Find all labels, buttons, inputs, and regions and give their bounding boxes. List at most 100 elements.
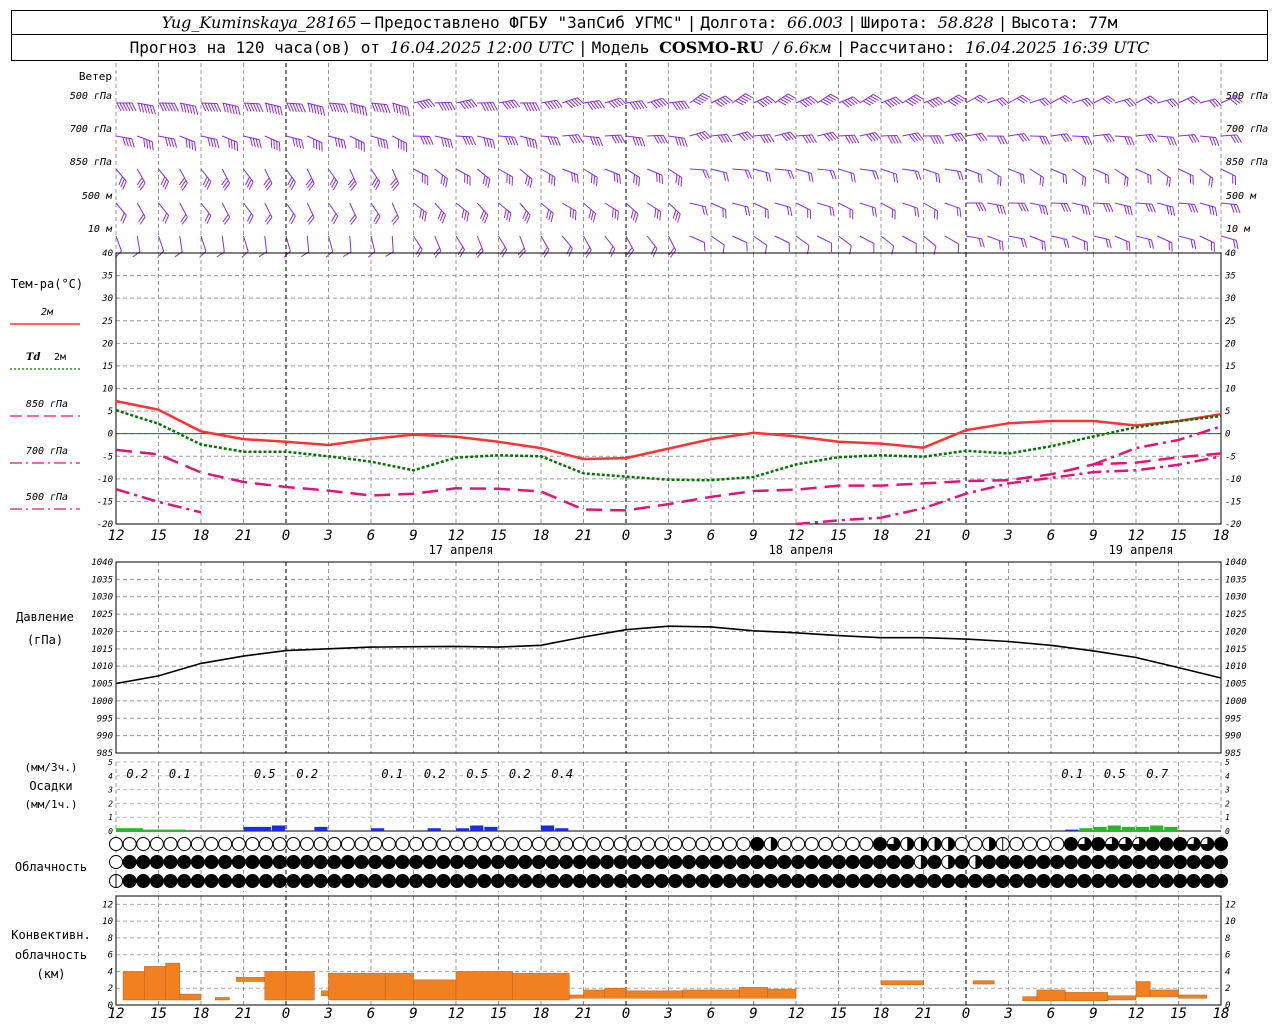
cloud-fill: [273, 874, 287, 888]
barb-feather: [534, 139, 538, 149]
wind-barb: [902, 235, 917, 253]
barb-feather: [401, 105, 404, 115]
cloud-symbol: [627, 874, 642, 888]
barb-feather: [118, 176, 123, 186]
cloud-symbol: [832, 837, 847, 851]
wind-barb: [774, 131, 797, 142]
precip-bar: [116, 828, 144, 831]
barb-feather: [565, 101, 573, 109]
cloud-fill: [368, 855, 382, 869]
cloud-fill: [586, 855, 600, 869]
barb-feather: [1166, 99, 1174, 108]
barb-feather: [550, 213, 554, 223]
x-tick-label: 12: [108, 528, 125, 544]
cloud-symbol: [627, 855, 642, 869]
barb-staff: [838, 235, 852, 247]
barb-feather: [910, 97, 919, 103]
barb-staff: [795, 202, 811, 211]
barb-feather: [332, 215, 339, 225]
calc-time: 16.04.2025 16:39 UTC: [965, 37, 1150, 57]
barb-feather: [975, 202, 981, 212]
x-tick-label: 21: [575, 528, 592, 544]
barb-staff: [668, 168, 683, 179]
barb-feather: [178, 177, 185, 186]
cloud-circle: [531, 837, 546, 851]
barb-feather: [350, 103, 353, 113]
barb-feather: [391, 214, 398, 223]
wind-barb: [1178, 95, 1201, 105]
barb-feather: [1169, 206, 1173, 216]
cloud-symbol: [886, 855, 901, 869]
x-tick-label: 18: [1213, 528, 1230, 544]
barb-feather: [223, 182, 231, 191]
legend-label: 500 гПа: [26, 492, 68, 503]
barb-feather: [823, 134, 831, 142]
barb-feather: [419, 101, 427, 109]
wind-barb: [562, 134, 584, 144]
cloud-fill: [805, 855, 819, 869]
barb-feather: [358, 105, 362, 115]
barb-feather: [1081, 175, 1084, 185]
barb-staff: [1093, 95, 1108, 104]
barb-staff: [625, 235, 634, 251]
barb-feather: [929, 100, 937, 107]
cloud-symbol: [272, 837, 287, 851]
cloud-fill: [907, 837, 914, 851]
barb-feather: [407, 107, 410, 117]
wind-barb: [498, 99, 521, 110]
barb-feather: [571, 172, 574, 182]
cloud-symbol: [559, 837, 574, 851]
wind-barb: [817, 235, 833, 253]
cloud-symbol: [1159, 874, 1174, 888]
wind-barb: [923, 96, 946, 108]
wind-barb: [647, 134, 669, 144]
barb-feather: [469, 176, 471, 186]
cloud-symbol: [709, 837, 724, 851]
barb-feather: [829, 170, 834, 180]
wind-barb: [753, 134, 775, 144]
barb-feather: [1232, 97, 1241, 104]
cloud-fill: [1119, 874, 1133, 888]
cloud-symbol: [395, 855, 410, 869]
barb-staff: [646, 235, 658, 249]
wind-barb: [795, 168, 814, 183]
barb-feather: [315, 140, 318, 150]
wind-barb: [774, 202, 793, 217]
barb-feather: [526, 137, 529, 147]
wind-barb: [902, 132, 924, 142]
y-tick-label-right: 12: [1225, 900, 1236, 910]
wind-barb: [753, 95, 776, 108]
barb-feather: [767, 95, 776, 103]
barb-feather: [371, 102, 376, 112]
barb-feather: [143, 138, 146, 148]
cloud-fill: [1023, 855, 1037, 869]
barb-staff: [200, 202, 212, 216]
barb-feather: [914, 207, 917, 217]
barb-feather: [249, 137, 253, 147]
barb-feather: [1172, 206, 1176, 216]
cloud-circle: [231, 837, 246, 851]
barb-feather: [1002, 205, 1006, 215]
cloud-fill: [982, 855, 996, 869]
cloud-symbol: [709, 874, 724, 888]
barb-feather: [701, 131, 709, 140]
barb-feather: [887, 100, 895, 107]
barb-feather: [907, 98, 917, 105]
cloud-symbol: [531, 874, 546, 888]
cloud-fill: [1187, 837, 1201, 851]
barb-feather: [677, 137, 682, 147]
cloud-fill: [982, 874, 996, 888]
wind-barb: [689, 130, 712, 141]
alt-label: Высота:: [1011, 13, 1079, 32]
barb-feather: [1191, 134, 1197, 143]
cloud-symbol: [1023, 855, 1038, 869]
barb-feather: [737, 98, 747, 104]
cloud-fill: [1214, 855, 1228, 869]
barb-feather: [592, 136, 598, 146]
wind-barb: [944, 94, 967, 107]
conv-cloud-bar: [682, 989, 740, 999]
wind-barb: [434, 135, 454, 149]
wind-barb: [1135, 95, 1158, 105]
cloud-circle: [709, 837, 724, 851]
wind-barb: [1135, 235, 1154, 249]
